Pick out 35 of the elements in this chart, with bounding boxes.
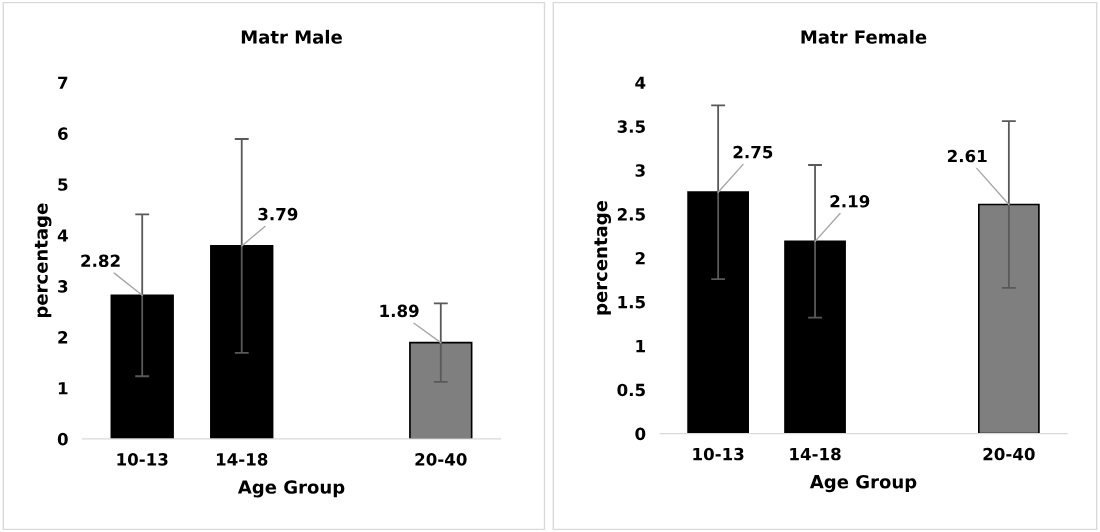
x-tick-label: 10-13: [117, 453, 168, 466]
y-axis-title: percentage: [34, 203, 52, 318]
y-tick-label: 0.5: [617, 383, 645, 397]
data-label: 2.82: [81, 254, 120, 268]
y-tick-label: 6: [58, 127, 68, 140]
y-tick-label: 3: [635, 164, 645, 177]
chart-title: Matr Female: [801, 29, 927, 44]
y-tick-label: 2.5: [617, 208, 645, 221]
data-label: 1.89: [380, 304, 419, 318]
x-tick-label: 20-40: [415, 453, 467, 466]
y-tick-label: 4: [57, 229, 68, 242]
y-tick-label: 1.5: [618, 296, 645, 309]
y-tick-label: 2: [58, 331, 68, 344]
x-axis-title: Age Group: [809, 474, 917, 493]
y-tick-label: 3.5: [617, 120, 645, 133]
x-tick-label: 14-18: [216, 453, 268, 466]
y-tick-label: 1: [636, 339, 645, 353]
data-label: 2.75: [733, 145, 773, 159]
y-tick-label: 4: [635, 76, 646, 89]
x-axis-title: Age Group: [237, 480, 345, 498]
y-tick-label: 7: [58, 76, 68, 89]
y-axis-title: percentage: [594, 200, 612, 315]
y-tick-label: 0: [57, 432, 68, 446]
data-label: 3.79: [258, 207, 298, 221]
y-tick-label: 5: [58, 178, 68, 191]
y-tick-label: 0: [635, 427, 646, 441]
chart-title: Matr Male: [241, 29, 342, 44]
y-tick-label: 3: [58, 280, 68, 293]
data-label: 2.61: [947, 149, 987, 163]
y-tick-label: 1: [58, 382, 68, 395]
x-tick-label: 20-40: [983, 447, 1035, 461]
data-label: 2.19: [830, 194, 870, 208]
y-tick-label: 2: [635, 251, 645, 265]
x-tick-label: 10-13: [693, 447, 744, 461]
x-tick-label: 14-18: [790, 447, 841, 461]
